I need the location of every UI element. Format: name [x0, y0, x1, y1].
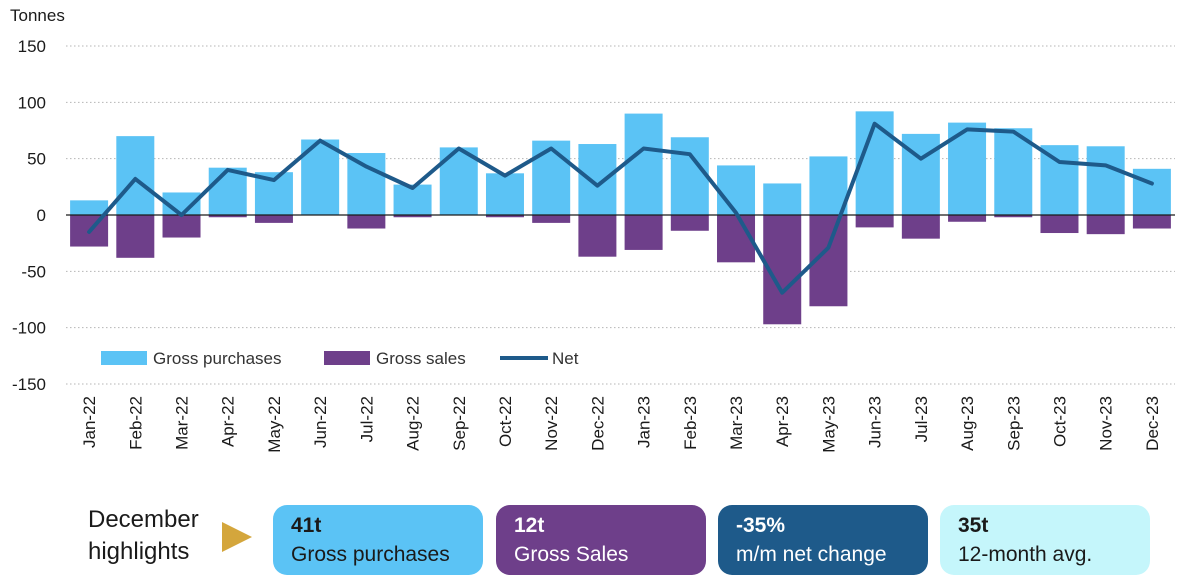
bar-gross-purchases [485, 173, 524, 215]
legend-swatch-gross-sales [324, 351, 370, 365]
legend-swatch-gross-purchases [101, 351, 147, 365]
x-tick-label: Aug-22 [404, 396, 423, 451]
bar-gross-purchases [578, 144, 617, 215]
legend-label-gross-purchases: Gross purchases [153, 349, 282, 368]
x-tick-label: Jul-23 [912, 396, 931, 442]
bar-gross-purchases [624, 113, 663, 215]
x-tick-label: Jan-22 [80, 396, 99, 448]
y-axis-ticks: 150 100 50 0 -50 -100 -150 [12, 37, 46, 394]
bar-gross-sales [578, 215, 617, 257]
highlight-card-net-change: -35% m/m net change [718, 505, 928, 575]
bar-gross-purchases [994, 128, 1033, 215]
bar-gross-sales [162, 215, 201, 238]
bar-gross-purchases [70, 200, 109, 215]
bar-gross-purchases [670, 137, 709, 215]
bar-gross-purchases [763, 183, 802, 215]
legend-label-gross-sales: Gross sales [376, 349, 466, 368]
bar-gross-sales [393, 215, 432, 218]
x-tick-label: Dec-22 [588, 396, 607, 451]
x-tick-label: Nov-23 [1097, 396, 1116, 451]
y-tick-label: 50 [27, 150, 46, 169]
y-tick-label: -50 [21, 262, 46, 281]
y-tick-label: -150 [12, 375, 46, 394]
highlights-heading: December highlights [88, 504, 218, 568]
bar-gross-sales [624, 215, 663, 250]
bar-gross-sales [532, 215, 571, 223]
bar-gross-purchases [1132, 168, 1171, 215]
highlight-value: 41t [291, 514, 322, 537]
x-tick-label: Sep-22 [450, 396, 469, 451]
x-tick-label: Jun-23 [866, 396, 885, 448]
x-tick-label: Dec-23 [1143, 396, 1162, 451]
highlight-label: 12-month avg. [958, 543, 1093, 566]
x-tick-label: May-22 [265, 396, 284, 453]
highlight-value: -35% [736, 514, 786, 537]
net-line [87, 121, 1154, 295]
bar-gross-sales [347, 215, 386, 229]
legend-label-net: Net [552, 349, 579, 368]
bar-gross-sales [254, 215, 293, 223]
x-tick-label: Nov-22 [542, 396, 561, 451]
bar-gross-purchases [208, 167, 247, 215]
x-tick-label: Feb-23 [681, 396, 700, 450]
chart-grid [66, 45, 1175, 385]
x-tick-label: Jan-23 [635, 396, 654, 448]
highlight-card-gross-sales: 12t Gross Sales [496, 505, 706, 575]
y-tick-label: 100 [18, 93, 46, 112]
y-tick-label: 150 [18, 37, 46, 56]
highlight-value: 12t [514, 514, 545, 537]
x-tick-label: Jun-22 [311, 396, 330, 448]
bar-gross-sales [1132, 215, 1171, 229]
bar-gross-purchases [717, 165, 756, 215]
highlight-card-gross-purchases: 41t Gross purchases [273, 505, 483, 575]
bar-gross-purchases [1086, 146, 1125, 215]
highlight-label: Gross purchases [291, 543, 450, 566]
bar-gross-sales [948, 215, 987, 222]
x-tick-label: Mar-23 [727, 396, 746, 450]
bar-gross-purchases [1040, 145, 1079, 215]
arrow-right-icon [222, 522, 252, 552]
legend: Gross purchases Gross sales Net [101, 349, 579, 368]
bar-gross-purchases [901, 133, 940, 215]
bar-gross-sales [485, 215, 524, 218]
gross-purchases-bars [70, 111, 1171, 215]
chart: 150 100 50 0 -50 -100 -150 Tonnes Jan-22 Feb-22… [10, 6, 1175, 453]
bar-gross-sales [901, 215, 940, 239]
bar-gross-sales [208, 215, 247, 218]
highlight-value: 35t [958, 514, 989, 537]
highlights-heading-line1: December [88, 506, 199, 533]
bar-gross-sales [994, 215, 1033, 218]
x-tick-label: Jul-22 [357, 396, 376, 442]
bar-gross-sales [670, 215, 709, 231]
bar-gross-purchases [347, 153, 386, 215]
y-tick-label: 0 [37, 206, 46, 225]
y-axis-title: Tonnes [10, 6, 65, 25]
x-tick-label: May-23 [819, 396, 838, 453]
y-tick-label: -100 [12, 319, 46, 338]
x-tick-label: Oct-22 [496, 396, 515, 447]
bar-gross-sales [1040, 215, 1079, 234]
bar-gross-sales [116, 215, 155, 258]
x-tick-label: Mar-22 [173, 396, 192, 450]
x-axis-ticks: Jan-22 Feb-22 Mar-22 Apr-22 May-22 Jun-22 Jul-… [80, 396, 1162, 453]
bar-gross-sales [1086, 215, 1125, 235]
highlights-heading-line2: highlights [88, 538, 190, 565]
x-tick-label: Aug-23 [958, 396, 977, 451]
x-tick-label: Apr-22 [219, 396, 238, 447]
bar-gross-purchases [532, 140, 571, 215]
x-tick-label: Apr-23 [773, 396, 792, 447]
x-tick-label: Oct-23 [1050, 396, 1069, 447]
x-tick-label: Sep-23 [1004, 396, 1023, 451]
bar-gross-purchases [116, 136, 155, 215]
highlight-card-12-month-avg: 35t 12-month avg. [940, 505, 1150, 575]
highlight-label: m/m net change [736, 543, 887, 566]
gross-sales-bars [70, 215, 1171, 325]
bar-gross-purchases [809, 156, 848, 215]
highlight-label: Gross Sales [514, 543, 629, 566]
bar-gross-sales [855, 215, 894, 228]
x-tick-label: Feb-22 [126, 396, 145, 450]
